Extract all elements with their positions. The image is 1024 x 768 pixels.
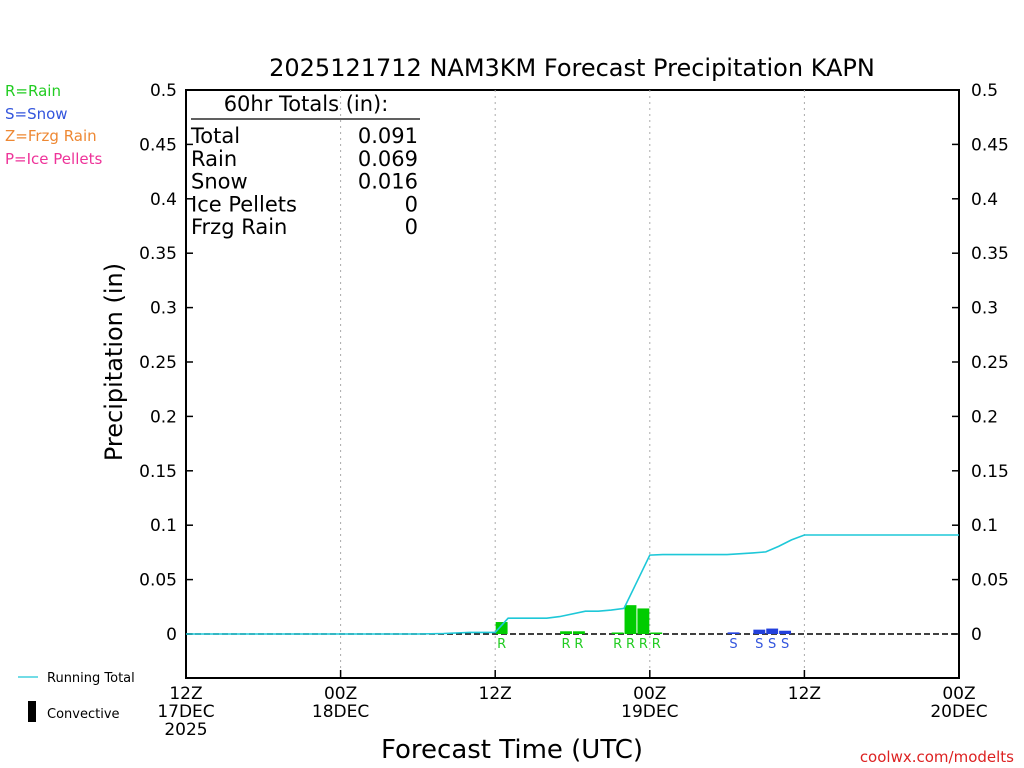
precip-type-label: R xyxy=(497,637,506,652)
y-tick-label-left: 0.5 xyxy=(150,81,177,101)
precip-type-label: S xyxy=(755,637,763,652)
type-legend: R=Rain S=Snow Z=Frzg Rain P=Ice Pellets xyxy=(5,82,102,168)
y-tick-label-right: 0.5 xyxy=(971,81,998,101)
totals-box: 60hr Totals (in): Total 0.091 Rain 0.069 Sno… xyxy=(190,92,420,239)
precip-type-label: R xyxy=(613,637,622,652)
precip-bar xyxy=(650,632,663,634)
x-tick-label: 00Z xyxy=(633,684,666,704)
y-tick-label-left: 0.3 xyxy=(150,299,177,319)
precip-type-label: S xyxy=(729,637,737,652)
y-tick-label-left: 0.1 xyxy=(150,516,177,536)
convective-swatch xyxy=(28,701,36,722)
y-tick-label-right: 0.45 xyxy=(971,135,1009,155)
totals-row-label: Rain xyxy=(191,147,237,171)
y-tick-label-right: 0.05 xyxy=(971,571,1009,591)
y-tick-label-left: 0.35 xyxy=(139,244,177,264)
y-tick-label-left: 0.15 xyxy=(139,462,177,482)
x-tick-label: 17DEC xyxy=(157,702,214,722)
precip-type-label: R xyxy=(652,637,661,652)
precip-bar xyxy=(779,630,792,634)
precip-type-label: R xyxy=(574,637,583,652)
totals-row-value: 0.069 xyxy=(358,147,418,171)
precip-bar xyxy=(753,629,766,634)
precip-bar xyxy=(624,605,637,634)
x-tick-label: 00Z xyxy=(324,684,357,704)
precip-bar xyxy=(560,631,572,634)
y-tick-label-right: 0.15 xyxy=(971,462,1009,482)
convective-legend: Convective xyxy=(47,707,120,722)
precip-bar xyxy=(495,622,508,634)
x-tick-label: 12Z xyxy=(479,684,512,704)
y-tick-label-left: 0 xyxy=(166,625,177,645)
totals-heading: 60hr Totals (in): xyxy=(224,92,389,116)
precip-bar xyxy=(637,608,650,634)
running-total-legend: Running Total xyxy=(47,671,135,686)
x-tick-label: 20DEC xyxy=(930,702,987,722)
totals-row-value: 0 xyxy=(405,192,418,216)
totals-row-label: Frzg Rain xyxy=(191,215,287,239)
precip-bar xyxy=(727,632,740,634)
precip-type-label: R xyxy=(639,637,648,652)
y-tick-label-left: 0.45 xyxy=(139,135,177,155)
x-tick-label: 12Z xyxy=(788,684,821,704)
totals-row-value: 0.016 xyxy=(358,170,418,194)
x-axis-label: Forecast Time (UTC) xyxy=(381,735,643,765)
precip-type-label: R xyxy=(562,637,571,652)
y-tick-label-right: 0.35 xyxy=(971,244,1009,264)
precip-type-label: R xyxy=(626,637,635,652)
totals-row-value: 0 xyxy=(405,215,418,239)
totals-row-value: 0.091 xyxy=(358,124,418,148)
precip-bar xyxy=(573,631,585,634)
precip-type-label: S xyxy=(781,637,789,652)
legend-ice-pellets: P=Ice Pellets xyxy=(5,150,102,168)
x-tick-label: 19DEC xyxy=(621,702,678,722)
y-tick-label-right: 0.1 xyxy=(971,516,998,536)
plot-frame xyxy=(185,89,960,679)
precip-bar xyxy=(766,628,779,634)
legend-snow: S=Snow xyxy=(5,105,68,123)
precip-bar xyxy=(611,632,624,634)
y-tick-label-left: 0.4 xyxy=(150,190,177,210)
totals-row-label: Ice Pellets xyxy=(191,192,297,216)
x-tick-label: 2025 xyxy=(164,720,207,740)
totals-row-label: Total xyxy=(190,124,240,148)
chart-title: 2025121712 NAM3KM Forecast Precipitation… xyxy=(269,54,875,82)
y-axis-label: Precipitation (in) xyxy=(100,263,128,461)
y-tick-label-right: 0.25 xyxy=(971,353,1009,373)
totals-row-label: Snow xyxy=(191,170,248,194)
y-tick-label-left: 0.05 xyxy=(139,571,177,591)
y-tick-label-left: 0.2 xyxy=(150,407,177,427)
y-tick-label-right: 0 xyxy=(971,625,982,645)
x-tick-label: 00Z xyxy=(942,684,975,704)
y-axis-ticks: 0 00.05 0.050.1 0.10.15 0.150.2 0.20.25 0.250.… xyxy=(139,81,1009,645)
running-total-line xyxy=(186,534,959,635)
y-tick-label-left: 0.25 xyxy=(139,353,177,373)
y-tick-label-right: 0.3 xyxy=(971,299,998,319)
legend-frzg-rain: Z=Frzg Rain xyxy=(5,127,97,145)
x-tick-label: 18DEC xyxy=(312,702,369,722)
precip-bars xyxy=(495,605,792,634)
credit-link[interactable]: coolwx.com/modelts xyxy=(860,748,1014,766)
legend-rain: R=Rain xyxy=(5,82,61,100)
grid-lines xyxy=(340,90,805,678)
y-tick-label-right: 0.4 xyxy=(971,190,998,210)
y-tick-label-right: 0.2 xyxy=(971,407,998,427)
precip-type-label: S xyxy=(768,637,776,652)
x-tick-label: 12Z xyxy=(169,684,202,704)
